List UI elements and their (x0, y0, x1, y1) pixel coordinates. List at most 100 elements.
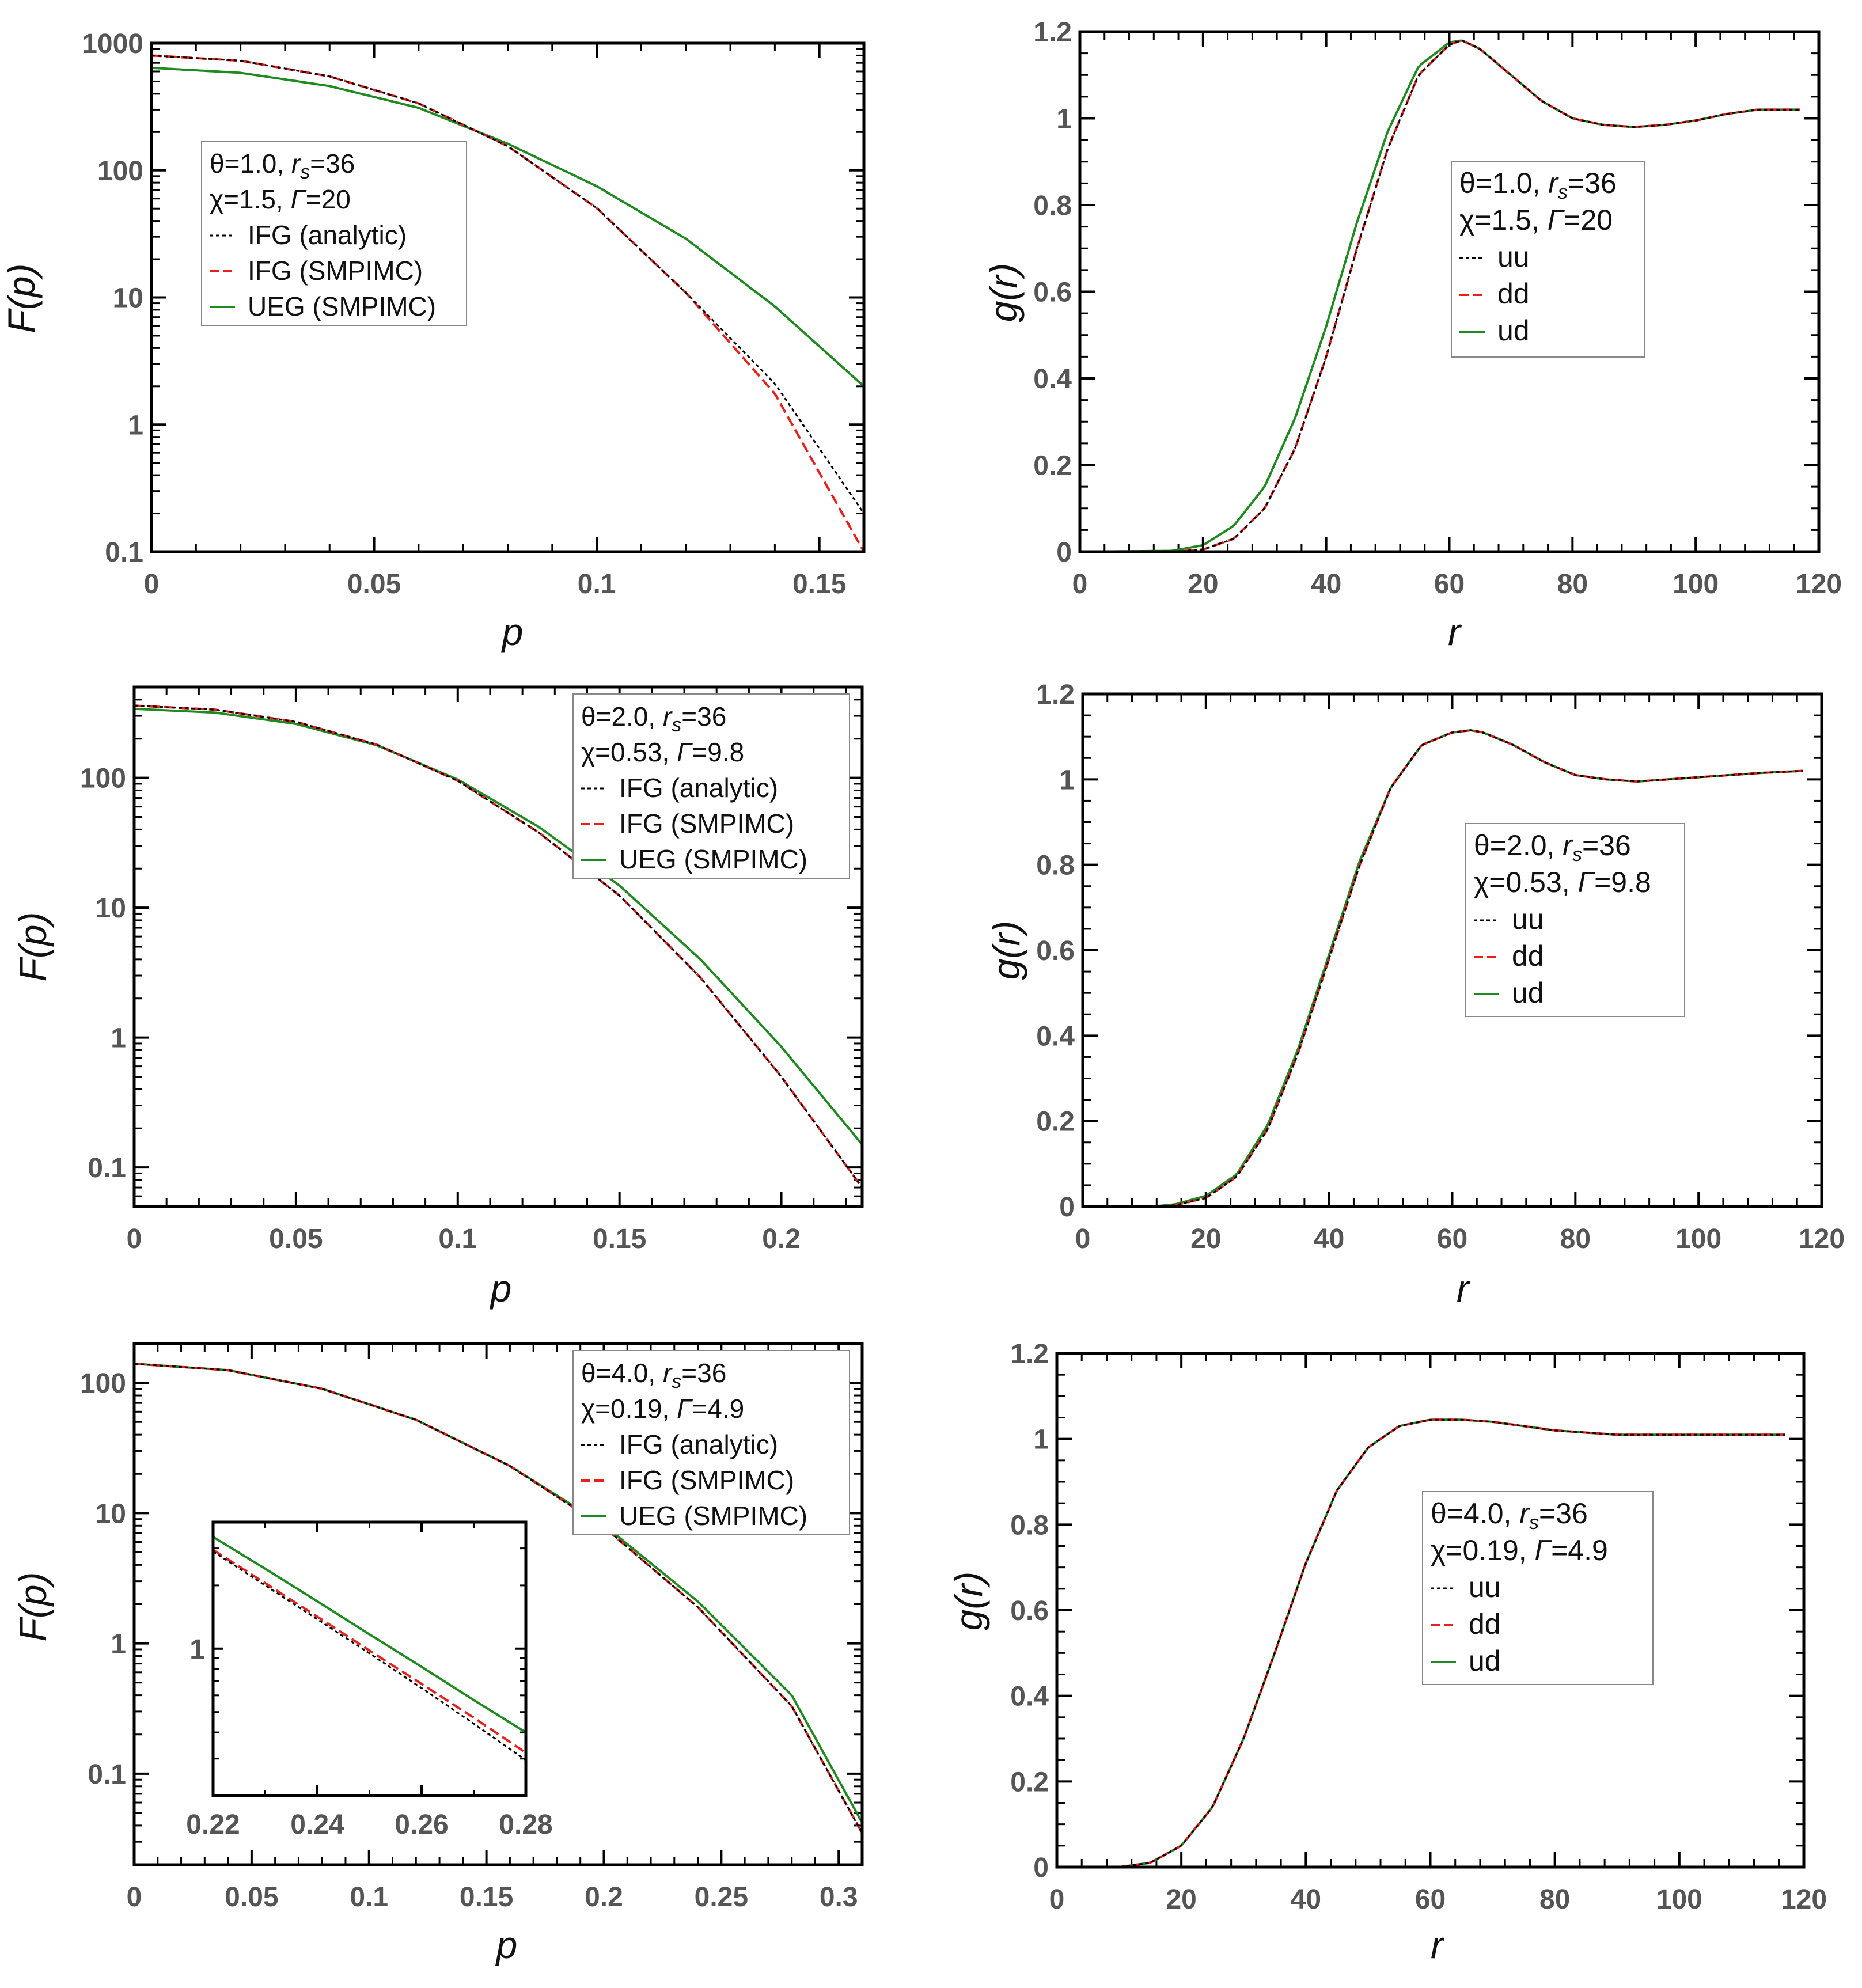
y-tick-label: 100 (80, 764, 126, 794)
y-tick-label: 1 (111, 1023, 126, 1054)
inset-background (213, 1522, 526, 1796)
legend-entry: uu (1497, 241, 1530, 273)
x-tick-label: 100 (1673, 569, 1719, 600)
minor-ticks (1079, 31, 1820, 553)
plot-frame (132, 1342, 864, 1866)
x-tick-label: 0.15 (792, 569, 846, 600)
y-tick-label: 0.8 (1010, 1510, 1049, 1541)
plot-frame (1078, 30, 1821, 553)
series-group (151, 54, 864, 552)
legend-param-1: χ=0.19, Γ=4.9 (581, 1394, 744, 1424)
y-axis-label: g(r) (947, 1572, 990, 1631)
x-tick-label: 80 (1557, 569, 1588, 600)
legend-box (572, 693, 850, 879)
x-tick-label: 0 (144, 569, 160, 600)
legend-entry: UEG (SMPIMC) (619, 1501, 807, 1531)
legend-param-1: χ=1.5, Γ=20 (1459, 204, 1613, 236)
series-group (134, 1363, 862, 1834)
series-line-analytic (134, 704, 862, 1188)
y-axis-label: F(p) (12, 912, 54, 982)
x-tick-label: 0 (127, 1882, 142, 1913)
x-tick-label: 0.28 (499, 1809, 552, 1840)
x-tick-label: 0.2 (585, 1882, 623, 1913)
legend-box (1465, 823, 1685, 1017)
major-ticks (1079, 31, 1820, 553)
x-tick-label: 0.26 (395, 1809, 448, 1840)
legend-entry: UEG (SMPIMC) (619, 844, 807, 874)
y-tick-label: 0.2 (1010, 1767, 1049, 1797)
legend-entry: IFG (analytic) (248, 220, 407, 250)
y-tick-label: 0.6 (1033, 278, 1072, 308)
series-group (1057, 1418, 1785, 1867)
x-tick-label: 0.05 (269, 1224, 323, 1254)
legend-entry: IFG (analytic) (619, 773, 778, 803)
x-tick-label: 20 (1188, 569, 1218, 600)
series-line-ueg (1080, 39, 1800, 552)
legend-box (572, 1350, 850, 1535)
x-tick-label: 0.22 (186, 1809, 240, 1840)
legend-entry: IFG (SMPIMC) (619, 809, 794, 839)
panel-p1: 0 0.05 0.1 0.15 0.1 1 10 100 1000 p F(p) θ=1.0, rs=… (0, 29, 866, 653)
legend: θ=1.0, rs=36χ=1.5, Γ=20 uu dd ud (1451, 161, 1645, 358)
x-tick-label: 60 (1437, 1224, 1467, 1254)
x-tick-label: 0.05 (225, 1882, 278, 1913)
major-ticks (150, 42, 864, 553)
x-tick-label: 40 (1311, 569, 1341, 600)
series-line-analytic (1083, 729, 1803, 1207)
x-tick-label: 20 (1190, 1224, 1221, 1254)
x-tick-label: 0.15 (460, 1882, 513, 1913)
legend-entry: UEG (SMPIMC) (248, 291, 436, 321)
legend-entry: dd (1497, 278, 1530, 310)
series-line-analytic (151, 54, 864, 514)
legend-entry: IFG (SMPIMC) (248, 256, 423, 286)
series-group (1080, 39, 1800, 552)
x-tick-label: 120 (1796, 569, 1842, 600)
panel-g2: 0 20 40 60 80 100 120 0 0.2 0.4 0.6 0.8 1 1.2 r g(r) θ=2… (985, 680, 1845, 1310)
legend-param-0: θ=2.0, rs=36 (1474, 829, 1631, 866)
x-tick-label: 40 (1314, 1224, 1344, 1254)
major-ticks (1082, 693, 1823, 1208)
x-tick-label: 80 (1539, 1884, 1570, 1915)
y-tick-label: 0.8 (1033, 191, 1072, 221)
y-tick-label: 1 (189, 1634, 205, 1665)
legend: θ=2.0, rs=36χ=0.53, Γ=9.8 uu dd ud (1465, 823, 1685, 1017)
y-tick-label: 100 (80, 1368, 126, 1399)
y-tick-label: 0.6 (1036, 936, 1075, 966)
x-tick-label: 0 (1072, 569, 1088, 600)
y-tick-label: 0.2 (1036, 1107, 1075, 1137)
y-tick-label: 1000 (82, 29, 143, 59)
x-tick-label: 120 (1781, 1884, 1827, 1915)
y-axis-label: F(p) (0, 264, 43, 333)
legend-entry: uu (1469, 1571, 1501, 1603)
x-axis-label: r (1431, 1923, 1445, 1966)
x-tick-label: 120 (1799, 1224, 1845, 1254)
x-axis-label: p (495, 1923, 518, 1966)
plot-frame (211, 1520, 528, 1797)
legend-entry: IFG (analytic) (619, 1429, 778, 1459)
x-tick-label: 60 (1434, 569, 1465, 600)
x-tick-label: 0 (1075, 1224, 1091, 1254)
series-group (1083, 729, 1803, 1207)
y-tick-label: 10 (113, 283, 143, 314)
series-line-analytic (213, 1550, 526, 1761)
y-tick-label: 0.8 (1036, 851, 1075, 881)
y-tick-label: 10 (96, 1498, 126, 1529)
series-line-ueg (213, 1536, 526, 1733)
panel-g1: 0 20 40 60 80 100 120 0 0.2 0.4 0.6 0.8 1 1.2 r g(r) θ=1… (982, 17, 1842, 653)
y-tick-label: 0.1 (105, 537, 143, 568)
y-tick-label: 1 (111, 1629, 126, 1660)
x-tick-label: 100 (1675, 1224, 1721, 1254)
legend-param-1: χ=0.53, Γ=9.8 (1474, 866, 1651, 898)
series-line-analytic (1057, 1418, 1785, 1867)
legend-param-0: θ=4.0, rs=36 (581, 1358, 726, 1393)
series-line-ifg (151, 54, 864, 552)
x-axis-label: r (1448, 610, 1462, 653)
x-tick-label: 100 (1656, 1884, 1702, 1915)
series-line-analytic (1080, 40, 1800, 552)
legend-entry: ud (1512, 977, 1544, 1009)
plot-frame (1081, 692, 1823, 1208)
x-tick-label: 0.24 (290, 1809, 344, 1840)
y-tick-label: 0.1 (88, 1759, 126, 1790)
y-tick-label: 100 (97, 156, 143, 187)
